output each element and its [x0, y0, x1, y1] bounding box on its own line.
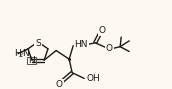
Text: S: S [35, 39, 41, 48]
Text: H: H [14, 49, 21, 58]
Text: O: O [56, 80, 63, 89]
Text: N: N [22, 49, 29, 58]
Text: O: O [99, 26, 106, 35]
Text: N: N [28, 56, 35, 65]
Text: 2: 2 [19, 52, 23, 58]
Text: OH: OH [86, 74, 100, 83]
Text: O: O [106, 44, 113, 53]
Text: HN: HN [74, 40, 88, 49]
Bar [27, 57, 36, 64]
